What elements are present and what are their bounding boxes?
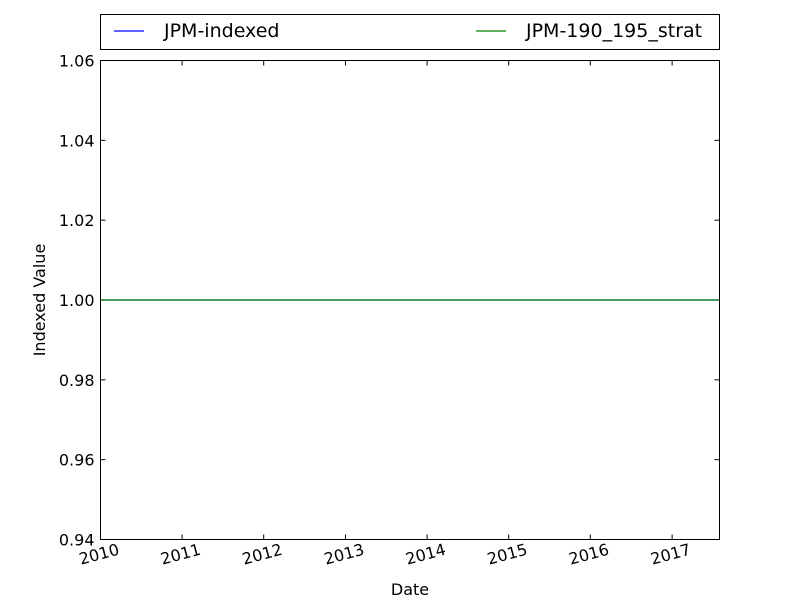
legend: JPM-indexed JPM-190_195_strat [100, 14, 720, 50]
legend-label-jpm-strat: JPM-190_195_strat [525, 20, 702, 42]
legend-frame [100, 14, 720, 50]
y-tick-label: 1.06 [59, 52, 95, 71]
y-axis: 0.94 0.96 0.98 1.00 1.02 1.04 1.06 [59, 52, 720, 550]
y-axis-label: Indexed Value [30, 244, 49, 357]
x-tick-label: 2016 [567, 540, 611, 569]
x-tick-label: 2017 [649, 540, 693, 569]
x-axis-label: Date [391, 580, 429, 599]
y-tick-label: 1.04 [59, 131, 95, 150]
y-tick-label: 0.96 [59, 451, 95, 470]
plot-frame [100, 60, 720, 540]
x-tick-label: 2013 [322, 540, 366, 569]
x-tick-label: 2012 [240, 540, 284, 569]
y-tick-label: 1.00 [59, 291, 95, 310]
y-tick-label: 0.98 [59, 371, 95, 390]
x-tick-label: 2011 [159, 540, 203, 569]
x-tick-label: 2014 [404, 540, 448, 569]
y-tick-label: 1.02 [59, 211, 95, 230]
y-tick-label: 0.94 [59, 531, 95, 550]
x-tick-label: 2015 [485, 540, 529, 569]
legend-label-jpm-indexed: JPM-indexed [163, 20, 279, 42]
